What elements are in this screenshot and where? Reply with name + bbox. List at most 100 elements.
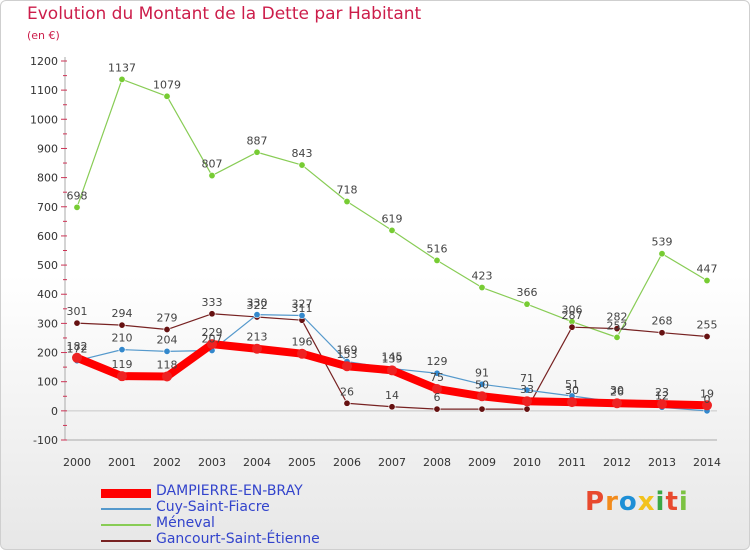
data-point xyxy=(252,343,262,354)
y-tick-label: 400 xyxy=(37,288,58,301)
data-label: 447 xyxy=(697,263,718,276)
data-label: 423 xyxy=(472,270,493,283)
legend-swatch xyxy=(101,508,151,510)
y-tick-label: 1100 xyxy=(30,84,58,97)
data-label: 204 xyxy=(157,333,178,346)
legend-swatch xyxy=(101,488,151,498)
data-point xyxy=(118,321,126,329)
data-label: 71 xyxy=(520,372,534,385)
x-tick-label: 2005 xyxy=(288,456,316,469)
data-label: 539 xyxy=(652,236,673,249)
y-tick-label: 100 xyxy=(37,376,58,389)
legend-item: Cuy-Saint-Fiacre xyxy=(101,499,401,517)
data-label: 516 xyxy=(427,242,448,255)
data-label: 619 xyxy=(382,212,403,225)
x-tick-label: 2002 xyxy=(153,456,181,469)
legend-item: Gancourt-Saint-Étienne xyxy=(101,531,401,549)
y-tick-label: 900 xyxy=(37,142,58,155)
data-point xyxy=(163,347,171,355)
data-label: 91 xyxy=(475,366,489,379)
y-tick-label: 800 xyxy=(37,172,58,185)
data-point xyxy=(253,148,261,156)
data-label: 306 xyxy=(562,304,583,317)
x-tick-label: 2013 xyxy=(648,456,676,469)
data-point xyxy=(658,250,666,258)
data-label: 23 xyxy=(655,386,669,399)
y-tick-label: -100 xyxy=(33,434,58,447)
data-point xyxy=(388,226,396,234)
x-tick-label: 2009 xyxy=(468,456,496,469)
data-label: 26 xyxy=(610,385,624,398)
data-point xyxy=(73,319,81,327)
y-tick-label: 1000 xyxy=(30,113,58,126)
x-tick-label: 2000 xyxy=(63,456,91,469)
data-point xyxy=(523,300,531,308)
data-label: 172 xyxy=(67,343,88,356)
data-point xyxy=(208,172,216,180)
data-label: 26 xyxy=(340,385,354,398)
data-point xyxy=(658,329,666,337)
data-label: 1137 xyxy=(108,61,136,74)
proxiti-logo: Proxiti xyxy=(585,487,689,517)
data-label: 6 xyxy=(434,391,441,404)
data-point xyxy=(522,396,532,407)
x-tick-label: 2014 xyxy=(693,456,721,469)
data-label: 322 xyxy=(247,299,268,312)
data-point xyxy=(342,361,352,372)
data-point xyxy=(298,312,306,320)
data-point xyxy=(118,75,126,83)
data-point xyxy=(702,400,712,411)
data-label: 366 xyxy=(517,286,538,299)
data-label: 1079 xyxy=(153,78,181,91)
data-label: 311 xyxy=(292,302,313,315)
data-point xyxy=(163,326,171,334)
data-point xyxy=(613,325,621,333)
data-point xyxy=(432,383,442,394)
data-point xyxy=(523,405,531,413)
series-line xyxy=(76,78,708,338)
data-label: 169 xyxy=(337,344,358,357)
data-label: 30 xyxy=(610,384,624,397)
data-label: 252 xyxy=(607,319,628,332)
x-tick-label: 2012 xyxy=(603,456,631,469)
chart-series xyxy=(72,75,712,415)
data-label: 118 xyxy=(157,358,178,371)
data-point xyxy=(343,198,351,206)
legend-label: Cuy-Saint-Fiacre xyxy=(156,499,270,515)
data-label: 119 xyxy=(112,358,133,371)
data-point xyxy=(703,333,711,341)
data-label: 210 xyxy=(112,332,133,345)
data-point xyxy=(387,365,397,376)
data-point xyxy=(117,371,127,382)
legend-item: Méneval xyxy=(101,515,401,533)
y-tick-label: 1200 xyxy=(30,55,58,68)
y-tick-label: 0 xyxy=(51,405,58,418)
x-tick-label: 2011 xyxy=(558,456,586,469)
legend-item: DAMPIERRE-EN-BRAY xyxy=(101,483,401,501)
data-label: 287 xyxy=(562,309,583,322)
data-label: 33 xyxy=(520,383,534,396)
data-label: 887 xyxy=(247,134,268,147)
data-label: 139 xyxy=(382,352,403,365)
data-label: 333 xyxy=(202,296,223,309)
chart-title: Evolution du Montant de la Dette par Hab… xyxy=(27,4,422,24)
data-point xyxy=(567,397,577,408)
data-point xyxy=(253,311,261,319)
data-point xyxy=(208,310,216,318)
data-point xyxy=(207,339,217,350)
data-point xyxy=(523,386,531,394)
data-point xyxy=(657,399,667,410)
data-label: 50 xyxy=(475,378,489,391)
data-point xyxy=(72,352,82,363)
data-label: 698 xyxy=(67,189,88,202)
data-label: 30 xyxy=(565,384,579,397)
data-label: 75 xyxy=(430,371,444,384)
data-label: 213 xyxy=(247,331,268,344)
legend-swatch xyxy=(101,540,151,542)
data-label: 282 xyxy=(607,311,628,324)
data-label: 279 xyxy=(157,312,178,325)
data-point xyxy=(478,380,486,388)
data-point xyxy=(162,371,172,382)
data-label: 807 xyxy=(202,158,223,171)
